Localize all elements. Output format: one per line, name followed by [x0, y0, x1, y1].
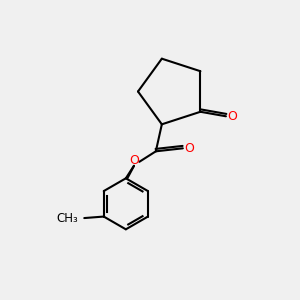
- Text: CH₃: CH₃: [56, 212, 78, 225]
- Text: O: O: [129, 154, 139, 167]
- Text: O: O: [228, 110, 237, 123]
- Text: O: O: [184, 142, 194, 155]
